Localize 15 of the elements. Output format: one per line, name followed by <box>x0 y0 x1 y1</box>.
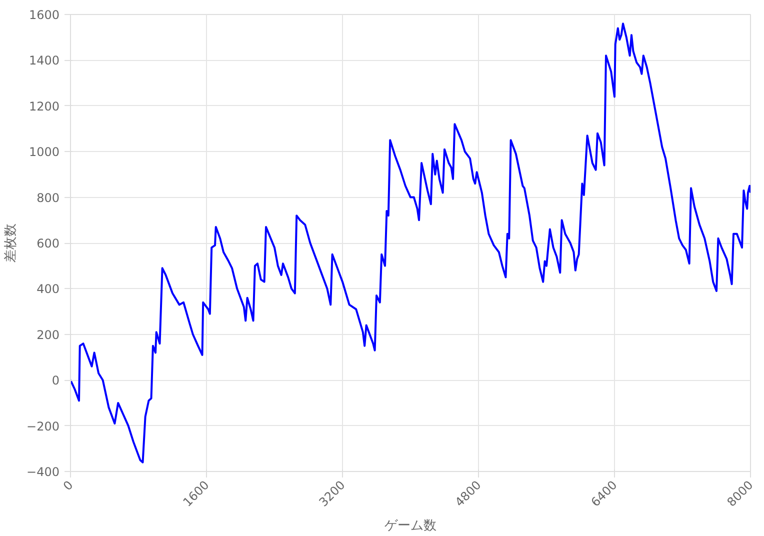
y-tick-label: 400 <box>36 282 60 296</box>
y-tick-label: 1600 <box>28 8 60 22</box>
y-tick-label: 200 <box>36 328 60 342</box>
y-tick-label: 600 <box>36 236 60 250</box>
y-tick-label: −200 <box>26 419 60 434</box>
x-axis-title: ゲーム数 <box>384 518 436 534</box>
line-series <box>70 22 750 464</box>
y-tick-label: −400 <box>26 465 60 479</box>
y-tick-label: 1400 <box>28 54 60 68</box>
y-tick-label: 1200 <box>28 99 60 114</box>
y-tick-label: 1000 <box>28 145 60 160</box>
y-axis-title: 差枚数 <box>4 224 19 262</box>
y-tick-label: 800 <box>36 190 60 205</box>
y-tick-label: 0 <box>52 374 60 388</box>
x-tick-label: 0 <box>60 478 76 494</box>
